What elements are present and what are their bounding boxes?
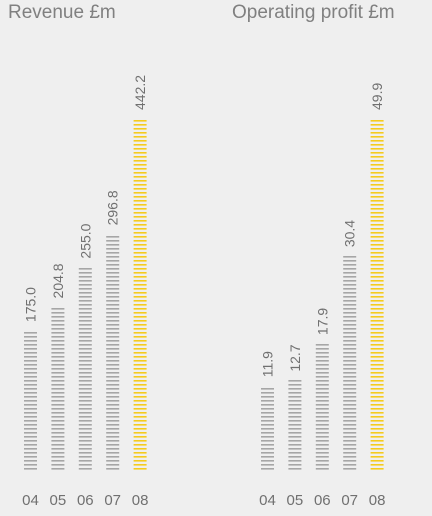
profit-tick-label-04: 04: [259, 492, 276, 509]
revenue-chart-title: Revenue £m: [8, 2, 116, 23]
profit-bar-06: [315, 344, 329, 470]
profit-bar-08: [370, 120, 384, 470]
revenue-bar-05: [51, 308, 65, 470]
profit-tick-label-06: 06: [314, 492, 331, 509]
revenue-value-label-05: 204.8: [50, 263, 66, 298]
profit-tick-label-07: 07: [341, 492, 358, 509]
profit-bar-04: [261, 388, 274, 470]
profit-value-label-05: 12.7: [287, 344, 303, 371]
profit-tick-label-05: 05: [287, 492, 304, 509]
profit-chart-title: Operating profit £m: [232, 2, 395, 23]
profit-value-label-08: 49.9: [369, 83, 385, 110]
profit-tick-label-08: 08: [369, 492, 386, 509]
revenue-value-label-08: 442.2: [132, 75, 148, 110]
revenue-tick-label-05: 05: [50, 492, 67, 509]
revenue-value-label-04: 175.0: [23, 287, 39, 322]
revenue-bar-08: [133, 120, 147, 470]
revenue-tick-label-04: 04: [22, 492, 39, 509]
revenue-tick-label-07: 07: [104, 492, 121, 509]
revenue-value-label-07: 296.8: [105, 190, 121, 225]
revenue-tick-label-06: 06: [77, 492, 94, 509]
revenue-tick-label-08: 08: [132, 492, 149, 509]
profit-bar-05: [288, 380, 302, 470]
revenue-value-label-06: 255.0: [77, 223, 93, 258]
revenue-bar-04: [24, 332, 37, 470]
profit-value-label-06: 17.9: [314, 308, 330, 335]
revenue-bar-07: [106, 236, 120, 470]
profit-value-label-07: 30.4: [342, 220, 358, 247]
profit-bar-07: [343, 256, 357, 470]
revenue-bar-06: [78, 268, 92, 470]
profit-value-label-04: 11.9: [260, 351, 276, 377]
